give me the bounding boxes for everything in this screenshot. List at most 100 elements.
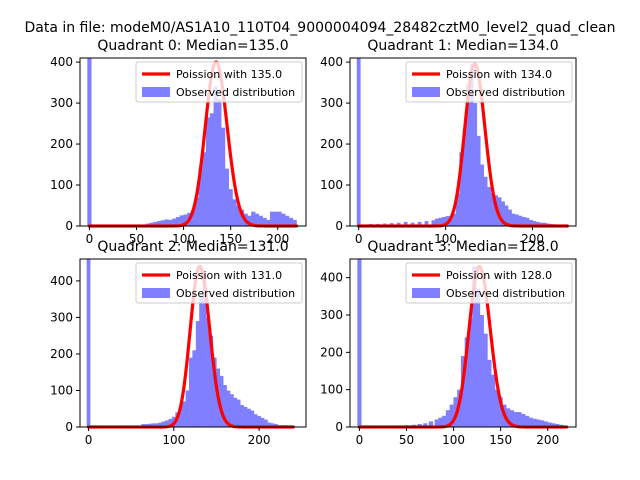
- quadrant-0-hist-bar-22: [224, 168, 229, 226]
- quadrant-3-xtick-label-100: 100: [442, 433, 465, 447]
- quadrant-2-hist-bar-7: [161, 421, 166, 427]
- quadrant-2-hist-bar-17: [195, 321, 200, 427]
- quadrant-0-legend-label-poisson: Poission with 135.0: [176, 68, 282, 81]
- quadrant-2-hist-bar-18: [199, 295, 203, 427]
- quadrant-2-hist-bar-12: [178, 406, 183, 427]
- quadrant-0-ytick-label-200: 200: [50, 137, 73, 151]
- quadrant-2-hist-bar-6: [158, 422, 163, 427]
- quadrant-2-hist-bar-29: [236, 399, 241, 427]
- quadrant-0-ytick-label-300: 300: [50, 96, 73, 110]
- quadrant-2-hist-bar-19: [202, 273, 207, 427]
- quadrant-0-hist-bar-36: [277, 211, 282, 226]
- quadrant-0-ytick-label-100: 100: [50, 178, 73, 192]
- quadrant-1-ytick-label-100: 100: [320, 178, 343, 192]
- quadrant-0-hist-bar-38: [285, 215, 290, 226]
- quadrant-3-hist-bar-19: [483, 333, 488, 427]
- quadrant-2-panel: Quadrant 2: Median=131.0 0 100 200 0 100 200 30…: [50, 239, 307, 447]
- quadrant-3-axes-frame: [349, 258, 577, 428]
- quadrant-3-hist-bar-15: [468, 318, 473, 427]
- quadrant-2-hist-bar-22: [212, 357, 217, 427]
- quadrant-2-hist-bar-32: [246, 408, 251, 427]
- quadrant-1-hist-bar-23: [476, 135, 481, 226]
- quadrant-1-hist-bar-18: [459, 152, 464, 226]
- quadrant-1-hist-bar-38: [528, 219, 533, 226]
- quadrant-2-hist-bar-27: [229, 394, 234, 427]
- quadrant-0-hist-bar-28: [247, 215, 252, 226]
- quadrant-2-hist-bar-20: [206, 317, 210, 427]
- quadrant-1-legend: Poission with 134.0 Observed distribution: [405, 61, 573, 103]
- quadrant-2-hist-bar-30: [240, 405, 244, 427]
- quadrant-2-legend-box: [135, 262, 303, 304]
- quadrant-0-hist-bar-6: [164, 219, 169, 226]
- quadrant-2-legend-label-poisson: Poission with 131.0: [176, 269, 282, 282]
- quadrant-0-hist-bar-11: [183, 214, 188, 226]
- quadrant-1-hist-bar-24: [480, 164, 485, 226]
- quadrant-1-hist-bar-36: [521, 216, 526, 226]
- quadrant-2-hist-bar-14: [185, 390, 190, 427]
- quadrant-0-hist-bar-25: [236, 205, 241, 226]
- quadrant-2-ytick-label-400: 400: [50, 274, 73, 288]
- quadrant-3-ytick-label-300: 300: [320, 308, 343, 322]
- quadrant-0-hist-bar-15: [198, 168, 203, 226]
- quadrant-0-hist-bar-2: [149, 222, 154, 226]
- quadrant-2-hist-bar-28: [233, 397, 238, 427]
- quadrant-0-hist-bar-34: [270, 211, 275, 226]
- quadrant-3-hist-bar-18: [479, 315, 484, 427]
- quadrant-1-hist-bar-40: [535, 221, 540, 226]
- quadrant-3-hist-bar-27: [513, 412, 518, 427]
- quadrant-2-hist-bar-4: [151, 423, 156, 427]
- quadrant-1-hist-bar-21: [469, 64, 474, 227]
- quadrant-1-hist-bar-6: [403, 221, 408, 226]
- quadrant-3-hist-bar-23: [498, 397, 503, 427]
- quadrant-2-hist-bar-13: [182, 401, 186, 427]
- quadrant-0-legend-patch-swatch: [142, 87, 170, 97]
- quadrant-1-legend-patch-swatch: [412, 87, 440, 97]
- quadrant-3-hist-bar-20: [487, 359, 492, 427]
- quadrant-2-hist-bar-21: [209, 335, 214, 427]
- quadrant-0-axes-frame: [79, 57, 307, 227]
- subplot-grid: Quadrant 0: Median=135.0 0 50 100 150 200 0 100…: [50, 38, 577, 447]
- quadrant-3-hist-bar-32: [532, 418, 537, 427]
- quadrant-2-hist-bar-37: [264, 419, 268, 427]
- quadrant-2-hist-bar-39: [270, 423, 275, 427]
- quadrant-3-legend-label-observed: Observed distribution: [446, 287, 565, 300]
- quadrant-3-legend-label-poisson: Poission with 128.0: [446, 269, 552, 282]
- quadrant-2-hist-bar-9: [168, 418, 173, 427]
- quadrant-3-legend-box: [405, 262, 573, 304]
- quadrant-3-xtick-label-50: 50: [399, 433, 414, 447]
- quadrant-2-legend: Poission with 131.0 Observed distribution: [135, 262, 303, 304]
- quadrant-3-hist-bar-17: [475, 288, 481, 427]
- quadrant-1-hist-bar-30: [501, 201, 505, 226]
- quadrant-3-xtick-label-0: 0: [356, 433, 364, 447]
- quadrant-0-xtick-label-200: 200: [266, 232, 289, 246]
- quadrant-3-hist-bar-37: [551, 423, 556, 427]
- quadrant-0-hist-bar-24: [232, 199, 237, 226]
- quadrant-0-hist-bar-31: [258, 215, 263, 226]
- quadrant-3-hist-bar-33: [536, 419, 541, 427]
- quadrant-0-legend: Poission with 135.0 Observed distribution: [135, 61, 303, 103]
- quadrant-0-hist-bar-32: [262, 217, 267, 226]
- quadrant-3-hist-bar-0: [357, 259, 362, 427]
- quadrant-2-xtick-label-0: 0: [85, 433, 93, 447]
- quadrant-1-hist-bar-35: [518, 215, 523, 226]
- quadrant-3-hist-bar-31: [528, 417, 533, 427]
- quadrant-0-hist-bar-10: [179, 215, 184, 226]
- quadrant-2-hist-bar-8: [165, 420, 169, 427]
- quadrant-1-hist-bar-11: [435, 218, 439, 226]
- quadrant-1-legend-label-poisson: Poission with 134.0: [446, 68, 552, 81]
- quadrant-1-ytick-label-400: 400: [320, 55, 343, 69]
- quadrant-1-ytick-label-0: 0: [335, 219, 343, 233]
- quadrant-2-hist-bar-34: [253, 414, 258, 427]
- quadrant-0-ytick-label-0: 0: [65, 219, 73, 233]
- quadrant-0-hist-bar-0: [87, 58, 92, 226]
- quadrant-3-hist-bar-29: [521, 413, 526, 427]
- quadrant-1-title: Quadrant 1: Median=134.0: [367, 38, 558, 54]
- quadrant-3-hist-bar-5: [428, 421, 434, 427]
- quadrant-0-hist-bar-5: [160, 220, 165, 226]
- quadrant-2-ytick-label-200: 200: [50, 347, 73, 361]
- quadrant-2-hist-bar-0: [86, 259, 91, 427]
- quadrant-3-hist-bar-34: [540, 420, 545, 427]
- quadrant-3-hist-bar-26: [509, 410, 515, 427]
- quadrant-3-hist-bar-21: [491, 374, 496, 427]
